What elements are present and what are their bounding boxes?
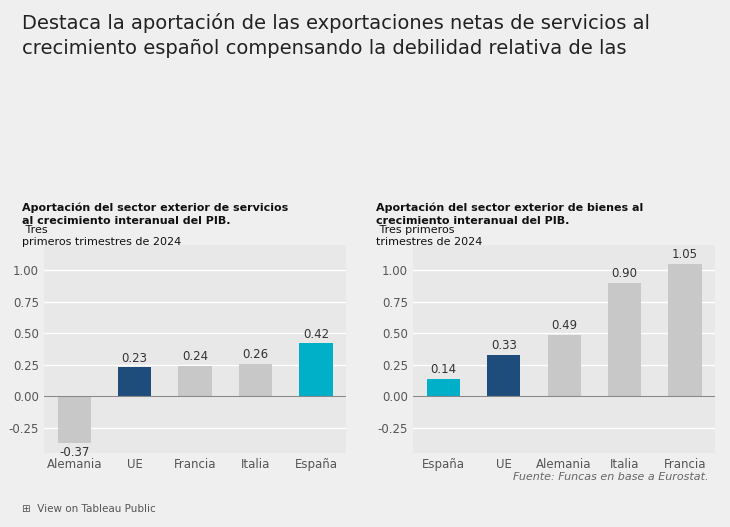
Bar [426, 379, 460, 396]
Bar [608, 283, 641, 396]
Bar [548, 335, 581, 396]
Text: 0.33: 0.33 [491, 339, 517, 352]
Text: 1.05: 1.05 [672, 248, 698, 261]
Bar [178, 366, 212, 396]
Text: 0.14: 0.14 [430, 363, 456, 376]
Text: 0.90: 0.90 [612, 267, 637, 280]
Text: Aportación del sector exterior de bienes al
crecimiento interanual del PIB.: Aportación del sector exterior de bienes… [376, 203, 643, 226]
Bar [299, 344, 333, 396]
Bar [58, 396, 91, 443]
Bar [239, 364, 272, 396]
Text: ⊞  View on Tableau Public: ⊞ View on Tableau Public [22, 504, 155, 514]
Bar [669, 264, 702, 396]
Text: 0.26: 0.26 [242, 348, 269, 361]
Bar [118, 367, 151, 396]
Text: 0.42: 0.42 [303, 328, 329, 340]
Text: Aportación del sector exterior de servicios
al crecimiento interanual del PIB.: Aportación del sector exterior de servic… [22, 203, 288, 226]
Text: -0.37: -0.37 [59, 446, 89, 459]
Bar [487, 355, 520, 396]
Text: Tres
primeros trimestres de 2024: Tres primeros trimestres de 2024 [22, 225, 181, 247]
Text: 0.49: 0.49 [551, 319, 577, 332]
Text: 0.24: 0.24 [182, 350, 208, 364]
Text: Destaca la aportación de las exportaciones netas de servicios al
crecimiento esp: Destaca la aportación de las exportacion… [22, 13, 650, 58]
Text: Tres primeros
trimestres de 2024: Tres primeros trimestres de 2024 [376, 225, 483, 247]
Text: Fuente: Funcas en base a Eurostat.: Fuente: Funcas en base a Eurostat. [512, 472, 708, 482]
Text: 0.23: 0.23 [122, 352, 147, 365]
